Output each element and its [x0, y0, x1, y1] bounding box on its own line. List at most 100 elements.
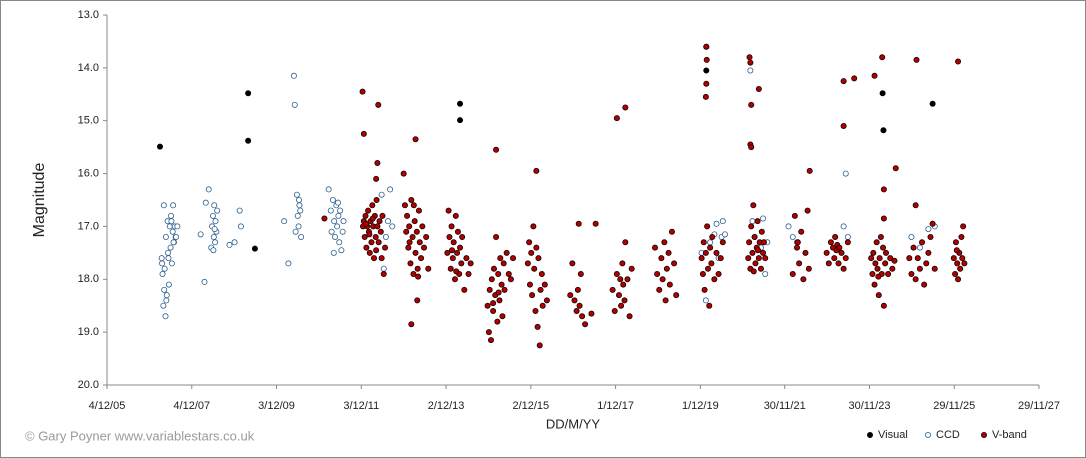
x-tick-label: 30/11/21 [764, 400, 806, 412]
y-tick-label: 13.0 [78, 9, 99, 21]
data-point [531, 265, 538, 272]
data-point [373, 175, 380, 182]
data-point [876, 255, 883, 262]
data-point [626, 313, 633, 320]
data-point [156, 143, 163, 150]
y-tick-label: 16.0 [78, 167, 99, 179]
data-point [372, 233, 379, 240]
data-point [871, 72, 878, 79]
y-tick-label: 14.0 [78, 62, 99, 74]
data-point [448, 247, 455, 254]
data-point [823, 249, 830, 256]
data-point [410, 270, 417, 277]
data-point [378, 255, 385, 262]
data-point [620, 281, 627, 288]
data-point [490, 265, 497, 272]
data-point [844, 239, 851, 246]
data-point [331, 218, 338, 225]
data-point [535, 255, 542, 262]
data-point [879, 90, 886, 97]
data-point [719, 218, 726, 225]
data-point [359, 88, 366, 95]
data-point [875, 292, 882, 299]
data-point [298, 233, 305, 240]
data-point [533, 244, 540, 251]
data-point [201, 278, 208, 285]
data-point [295, 196, 302, 203]
data-point [703, 56, 710, 63]
data-point [334, 199, 341, 206]
data-point [952, 270, 959, 277]
x-tick-label: 2/12/13 [428, 400, 465, 412]
data-point [800, 276, 807, 283]
data-point [158, 255, 165, 262]
data-point [163, 292, 170, 299]
data-point [885, 270, 892, 277]
data-point [389, 223, 396, 230]
data-point [825, 260, 832, 267]
data-point [374, 159, 381, 166]
data-point [339, 228, 346, 235]
data-point [496, 297, 503, 304]
data-point [212, 239, 219, 246]
data-point [923, 260, 930, 267]
y-tick-label: 19.0 [78, 326, 99, 338]
data-point [953, 247, 960, 254]
data-point [750, 202, 757, 209]
data-point [340, 218, 347, 225]
data-point [490, 307, 497, 314]
data-point [851, 75, 858, 82]
data-point [493, 146, 500, 153]
data-point [413, 228, 420, 235]
data-point [166, 223, 173, 230]
data-point [577, 270, 584, 277]
data-point [665, 249, 672, 256]
data-point [925, 249, 932, 256]
data-point [421, 244, 428, 251]
data-point [880, 127, 887, 134]
data-point [872, 260, 879, 267]
data-point [611, 307, 618, 314]
data-point [871, 281, 878, 288]
data-point [226, 241, 233, 248]
data-point [914, 255, 921, 262]
data-point [748, 144, 755, 151]
data-point [294, 212, 301, 219]
data-point [500, 260, 507, 267]
data-point [297, 207, 304, 214]
data-point [840, 265, 847, 272]
data-point [760, 215, 767, 222]
y-tick-label: 18.0 [78, 273, 99, 285]
y-tick-label: 20.0 [78, 379, 99, 391]
data-point [844, 233, 851, 240]
credit: © Gary Poyner www.variablestars.co.uk [25, 428, 255, 443]
data-point [882, 249, 889, 256]
data-point [613, 270, 620, 277]
data-point [412, 249, 419, 256]
data-point [384, 218, 391, 225]
data-point [376, 218, 383, 225]
data-point [328, 228, 335, 235]
data-point [785, 223, 792, 230]
data-point [162, 313, 169, 320]
x-tick-label: 29/11/25 [933, 400, 975, 412]
data-point [621, 297, 628, 304]
data-point [490, 300, 497, 307]
data-point [530, 223, 537, 230]
data-point [543, 297, 550, 304]
y-axis-label: Magnitude [31, 163, 48, 238]
data-point [836, 244, 843, 251]
data-point [711, 276, 718, 283]
legend-label: Visual [878, 429, 908, 441]
data-point [749, 249, 756, 256]
data-point [330, 249, 337, 256]
data-point [880, 244, 887, 251]
data-point [251, 245, 258, 252]
data-point [747, 59, 754, 66]
data-point [361, 233, 368, 240]
data-point [706, 302, 713, 309]
data-point [703, 80, 710, 87]
legend-marker [925, 431, 932, 438]
data-point [663, 265, 670, 272]
data-point [446, 233, 453, 240]
